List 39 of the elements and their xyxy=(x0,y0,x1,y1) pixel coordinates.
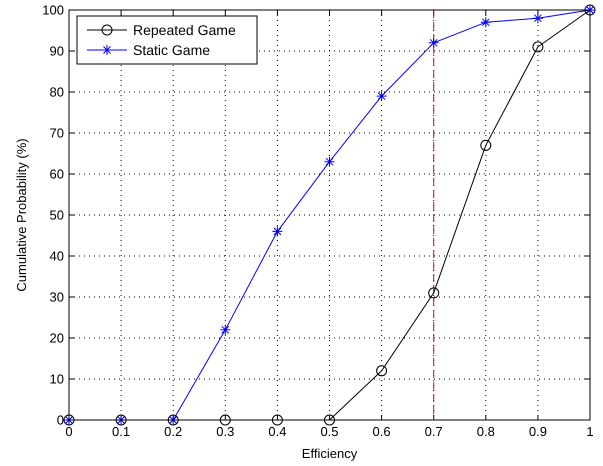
x-tick-label: 1 xyxy=(586,424,594,439)
y-tick-label: 50 xyxy=(50,208,64,222)
point xyxy=(324,156,335,168)
point xyxy=(376,90,388,102)
x-tick-label: 0.9 xyxy=(528,424,547,439)
y-tick-label: 0 xyxy=(56,412,64,428)
point xyxy=(220,324,231,336)
x-tick-label: 0.6 xyxy=(372,424,391,439)
point xyxy=(532,41,544,52)
legend-label: Static Game xyxy=(133,42,210,58)
x-axis-title: Efficiency xyxy=(302,446,358,461)
x-tick-label: 0.8 xyxy=(476,424,495,439)
point xyxy=(376,365,388,376)
point xyxy=(428,287,440,298)
point xyxy=(480,16,492,28)
legend-label: Repeated Game xyxy=(133,22,236,38)
point xyxy=(272,414,283,426)
y-tick-label: 40 xyxy=(50,248,64,264)
y-tick-label: 100 xyxy=(42,2,64,18)
x-tick-label: 0.3 xyxy=(216,424,234,439)
point xyxy=(324,414,335,426)
y-tick-label: 60 xyxy=(50,166,64,182)
y-tick-label: 30 xyxy=(50,290,64,304)
y-tick-label: 10 xyxy=(50,372,64,386)
point xyxy=(532,12,544,24)
y-tick-label: 70 xyxy=(50,126,64,140)
x-tick-label: 0.2 xyxy=(164,424,182,439)
point xyxy=(480,140,492,151)
x-tick-label: 0.5 xyxy=(320,424,339,439)
x-tick-label: 0.7 xyxy=(424,424,443,439)
y-tick-label: 90 xyxy=(50,44,64,58)
point xyxy=(220,414,231,426)
point xyxy=(272,226,283,237)
y-tick-label: 20 xyxy=(50,330,64,346)
y-axis-title: Cumulative Probability (%) xyxy=(14,138,29,292)
x-tick-label: 0.4 xyxy=(268,424,286,439)
x-tick-label: 0.1 xyxy=(112,424,130,439)
point xyxy=(428,37,440,48)
y-tick-label: 80 xyxy=(50,84,64,100)
